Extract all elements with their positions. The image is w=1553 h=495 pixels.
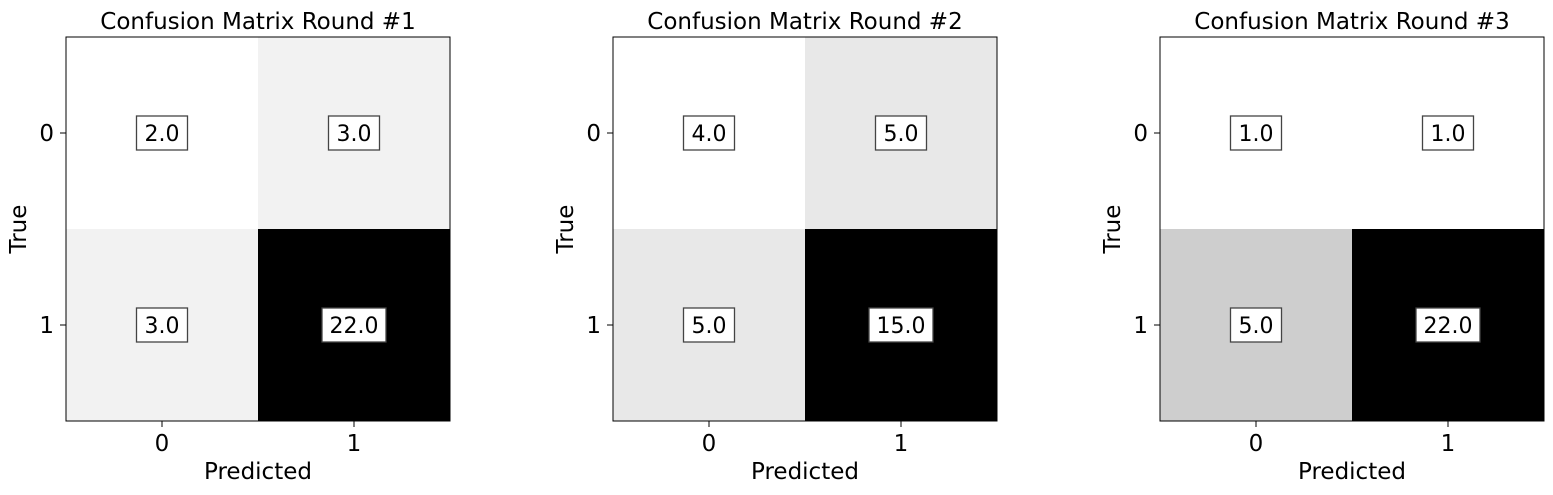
x-axis-label: Predicted xyxy=(204,459,312,485)
y-axis-label: True xyxy=(1100,205,1126,255)
y-tick-label: 0 xyxy=(586,121,601,147)
y-tick-label: 0 xyxy=(39,121,54,147)
y-tick-label: 1 xyxy=(1133,313,1148,339)
x-tick-label: 1 xyxy=(894,431,909,457)
y-axis-label: True xyxy=(553,205,579,255)
cell-label-box xyxy=(1229,115,1283,151)
cell-value-label: 1.0 xyxy=(1239,122,1274,147)
cell-label-box xyxy=(682,307,736,343)
plot-frame xyxy=(612,36,998,422)
cell-label-box xyxy=(874,115,928,151)
x-tick-label: 0 xyxy=(1249,431,1264,457)
x-axis-label: Predicted xyxy=(1298,459,1406,485)
confusion-matrix-panel-1: 2.0 3.0 3.0 22.0 0 1 0 1 Confusion Matrix Round … xyxy=(6,9,451,485)
cell-value-label: 2.0 xyxy=(145,122,180,147)
chart-title: Confusion Matrix Round #2 xyxy=(647,9,962,35)
cell-value-label: 5.0 xyxy=(692,314,727,339)
cell-value-label: 22.0 xyxy=(330,314,379,339)
y-axis-label: True xyxy=(6,205,32,255)
cell-label-box xyxy=(868,307,934,343)
cell-value-label: 5.0 xyxy=(1239,314,1274,339)
cell-label-box xyxy=(1415,307,1481,343)
x-tick-label: 0 xyxy=(155,431,170,457)
y-tick-label: 1 xyxy=(586,313,601,339)
cell-label-box xyxy=(327,115,381,151)
cell-label-box xyxy=(135,115,189,151)
x-tick-label: 0 xyxy=(702,431,717,457)
chart-title: Confusion Matrix Round #3 xyxy=(1194,9,1509,35)
cell-label-box xyxy=(1229,307,1283,343)
chart-title: Confusion Matrix Round #1 xyxy=(100,9,415,35)
cell-value-label: 3.0 xyxy=(337,122,372,147)
plot-frame xyxy=(1159,36,1545,422)
confusion-matrix-panel-3: 1.0 1.0 5.0 22.0 0 1 0 1 Confusion Matrix Round … xyxy=(1100,9,1545,485)
cell-value-label: 22.0 xyxy=(1424,314,1473,339)
cell-value-label: 5.0 xyxy=(884,122,919,147)
cell-label-box xyxy=(135,307,189,343)
x-axis-label: Predicted xyxy=(751,459,859,485)
confusion-matrix-panel-2: 4.0 5.0 5.0 15.0 0 1 0 1 Confusion Matrix Round … xyxy=(553,9,998,485)
plot-frame xyxy=(65,36,451,422)
x-tick-label: 1 xyxy=(1441,431,1456,457)
y-tick-label: 0 xyxy=(1133,121,1148,147)
cell-value-label: 15.0 xyxy=(877,314,926,339)
cell-value-label: 3.0 xyxy=(145,314,180,339)
cell-label-box xyxy=(1421,115,1475,151)
cell-label-box xyxy=(321,307,387,343)
cell-label-box xyxy=(682,115,736,151)
cell-value-label: 4.0 xyxy=(692,122,727,147)
x-tick-label: 1 xyxy=(347,431,362,457)
cell-value-label: 1.0 xyxy=(1431,122,1466,147)
y-tick-label: 1 xyxy=(39,313,54,339)
